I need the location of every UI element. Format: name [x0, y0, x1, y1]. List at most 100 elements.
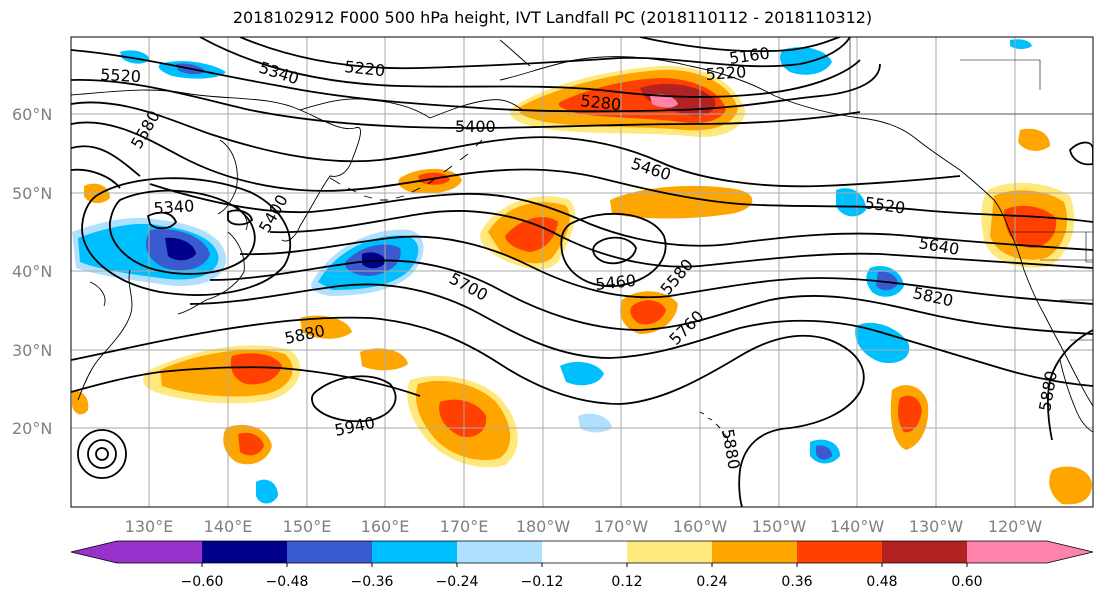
contour-5280: [199, 37, 861, 98]
lat-label: 40°N: [12, 262, 52, 281]
colorbar-swatch: [457, 541, 542, 563]
colorbar: −0.60 −0.48 −0.36 −0.24 −0.12 0.12 0.24 …: [70, 540, 1094, 590]
lon-label: 150°E: [283, 517, 332, 536]
colorbar-swatch: [372, 541, 457, 563]
colorbar-swatch: [882, 541, 967, 563]
ivt-blob-sub7: [1049, 466, 1092, 505]
colorbar-tick-label: −0.24: [436, 574, 479, 590]
contour-typhoon-1: [77, 429, 127, 479]
map-content: 5520 5340 5220 5160 5220 5580 5280 5400 …: [71, 37, 1093, 507]
lat-label: 60°N: [12, 105, 52, 124]
colorbar-tick-label: 0.60: [951, 574, 982, 590]
lon-label: 160°E: [361, 517, 410, 536]
ivt-blob-japan-neg4: [165, 237, 196, 261]
lon-label: 140°E: [204, 517, 253, 536]
contour-5760: [209, 259, 1093, 335]
contour-low-alaska: [1069, 141, 1093, 166]
ivt-blob-dateline-pos3: [505, 217, 558, 252]
lon-label: 120°W: [988, 517, 1043, 536]
contour-5580: [71, 145, 1093, 251]
ivt-blob-sub1c: [230, 353, 282, 385]
ivt-blob-epac-neg2: [855, 322, 910, 364]
contour-typhoon-2: [87, 439, 117, 469]
contour-label: 5400: [455, 117, 496, 136]
colorbar-swatch: [797, 541, 882, 563]
colorbar-swatch: [712, 541, 797, 563]
contour-label: 5520: [100, 65, 142, 86]
ivt-blob-sub4b: [897, 395, 922, 433]
borders: [849, 37, 1093, 341]
contour-5880: [71, 316, 865, 507]
longitude-labels: 130°E 140°E 150°E 160°E 170°E 180°W 170°…: [125, 517, 1043, 536]
ivt-blob-alaska-core: [640, 84, 716, 116]
lon-label: 170°E: [440, 517, 489, 536]
contour-5520: [71, 121, 1093, 223]
contour-5880-c: [1046, 329, 1093, 441]
contour-typhoon-3: [95, 447, 109, 461]
colorbar-tick-label: −0.48: [266, 574, 309, 590]
lat-label: 20°N: [12, 419, 52, 438]
lon-label: 170°W: [594, 517, 649, 536]
contour-5880-b: [71, 366, 421, 397]
colorbar-tick-label: −0.12: [521, 574, 564, 590]
colorbar-swatch: [967, 541, 1047, 563]
colorbar-tick-label: 0.36: [781, 574, 812, 590]
colorbar-ticks: [201, 563, 968, 567]
colorbar-swatch: [542, 541, 627, 563]
colorbar-tick-label: −0.60: [181, 574, 224, 590]
contour-5460: [71, 101, 961, 188]
contour-low-japan-1: [109, 189, 256, 275]
height-contours: [71, 37, 1093, 507]
lon-label: 160°W: [673, 517, 728, 536]
ivt-blob-gulf-neg: [780, 47, 832, 75]
colorbar-swatch: [202, 541, 287, 563]
contour-label: 5340: [153, 196, 195, 218]
ivt-blob-sub5: [360, 348, 408, 371]
graticule: [71, 37, 1093, 507]
contour-5700: [239, 235, 1093, 305]
contour-5940: [311, 375, 397, 423]
ivt-blob-sub3b: [238, 432, 264, 456]
map-title: 2018102912 F000 500 hPa height, IVT Land…: [232, 8, 873, 27]
ivt-blob-epac-neg4b: [816, 445, 832, 460]
colorbar-swatch: [287, 541, 372, 563]
lon-label: 150°W: [752, 517, 807, 536]
ivt-blob-alaska-max: [650, 94, 678, 108]
ivt-blob-asia-neg: [256, 479, 278, 504]
colorbar-swatch: [627, 541, 712, 563]
colorbar-tick-label: 0.12: [611, 574, 642, 590]
colorbar-outline: [70, 540, 1094, 564]
ivt-blob-npac-pos3: [630, 300, 666, 325]
contour-5820: [189, 283, 1093, 387]
map-frame: [70, 36, 1094, 508]
ivt-blob-npac-pos: [610, 185, 753, 219]
contour-low-npac-1: [560, 213, 667, 287]
contour-label: 5220: [705, 62, 747, 84]
lon-label: 180°W: [516, 517, 571, 536]
ivt-blob-bc-pos: [1018, 128, 1050, 151]
contour-low-japan-2: [81, 177, 292, 296]
colorbar-extend-low: [71, 541, 117, 563]
ivt-blob-sub6: [300, 315, 352, 339]
contour-5160: [639, 37, 841, 53]
colorbar-tick-label: 0.48: [866, 574, 897, 590]
colorbar-extend-high: [1047, 541, 1093, 563]
colorbar-swatch: [117, 541, 202, 563]
lat-label: 30°N: [12, 341, 52, 360]
ivt-blob-sub8: [72, 390, 89, 415]
colorbar-tick-label: 0.24: [696, 574, 727, 590]
contour-5400: [71, 78, 861, 129]
contour-label: 5460: [594, 271, 636, 294]
lat-label: 50°N: [12, 184, 52, 203]
contour-label: 5280: [580, 91, 622, 114]
contour-label: 5220: [344, 57, 386, 80]
contour-low-japan-3: [146, 211, 178, 230]
contour-5220: [239, 37, 851, 70]
ivt-blob-epac-neg5: [560, 361, 604, 386]
latitude-labels: 60°N 50°N 40°N 30°N 20°N: [12, 105, 52, 438]
lon-label: 130°W: [909, 517, 964, 536]
contour-low-japan-4: [227, 209, 253, 226]
contour-5340: [71, 49, 881, 113]
lon-label: 140°W: [830, 517, 885, 536]
